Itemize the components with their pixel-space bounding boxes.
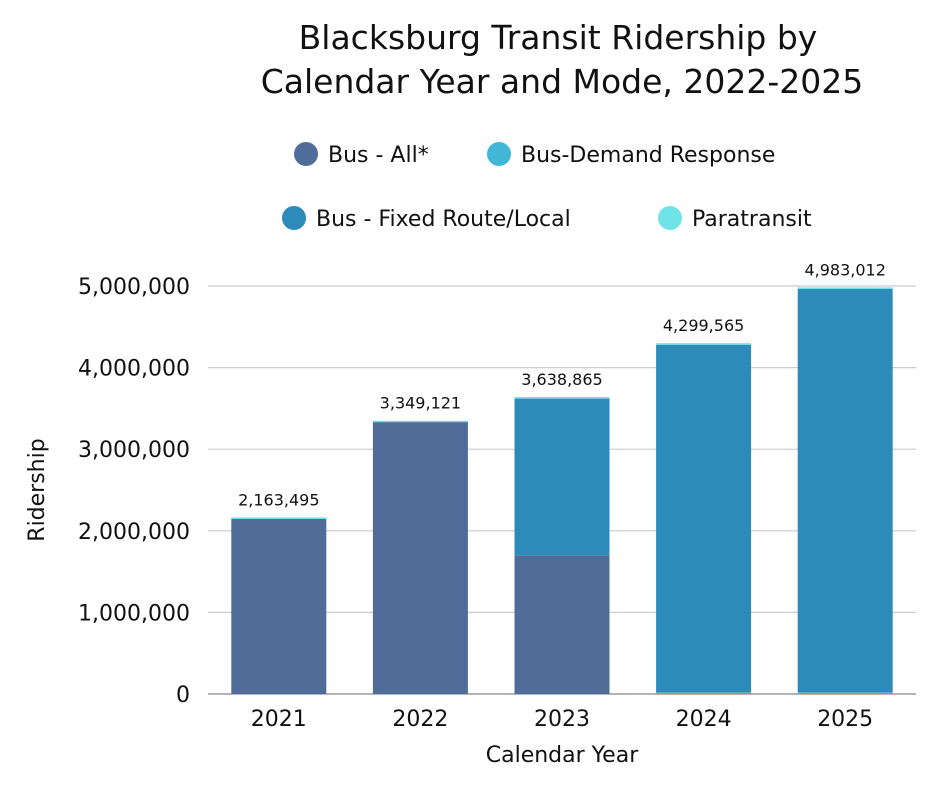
bar-2023-segment-0 (514, 555, 610, 694)
gridlines: 0 1,000,000 2,000,000 3,000,000 4,000,000 5,0… (78, 275, 916, 708)
labels: 2,163,495 2021 3,349,121 2022 3,638,865 2023 4… (238, 260, 886, 732)
bar-2022-segment-0 (372, 421, 468, 694)
total-label-2025: 4,983,012 (804, 260, 885, 279)
x-tick-label-2025: 2025 (817, 707, 873, 732)
x-tick-label-2021: 2021 (251, 707, 307, 732)
y-tick-label-1: 1,000,000 (78, 601, 190, 626)
bar-2023-segment-2 (514, 398, 610, 556)
bar-2021-segment-3 (231, 517, 327, 519)
chart-title-line-2: Calendar Year and Mode, 2022-2025 (261, 62, 864, 101)
bar-2023-segment-3 (514, 397, 610, 399)
x-tick-label-2023: 2023 (534, 707, 590, 732)
total-label-2022: 3,349,121 (380, 394, 461, 413)
legend-label-2: Bus - Fixed Route/Local (316, 207, 571, 232)
legend: Bus - All* Bus-Demand Response Bus - Fixed… (282, 142, 812, 232)
bar-2025-segment-1 (797, 692, 893, 694)
chart-title-line-1: Blacksburg Transit Ridership by (299, 18, 818, 57)
x-axis-label: Calendar Year (486, 743, 639, 768)
bar-2024-segment-3 (656, 343, 752, 345)
y-axis-label: Ridership (25, 438, 50, 541)
bar-2022-segment-3 (372, 420, 468, 423)
y-tick-label-4: 4,000,000 (78, 357, 190, 382)
bar-2021-segment-0 (231, 518, 327, 694)
legend-label-0: Bus - All* (328, 143, 429, 168)
legend-marker-2 (282, 206, 306, 230)
legend-label-3: Paratransit (692, 207, 812, 232)
bar-2025-segment-2 (797, 289, 893, 693)
total-label-2023: 3,638,865 (521, 370, 602, 389)
bars (231, 287, 893, 694)
legend-marker-3 (658, 206, 682, 230)
legend-marker-0 (294, 142, 318, 166)
y-tick-label-3: 3,000,000 (78, 438, 190, 463)
bar-2024-segment-1 (656, 692, 752, 694)
total-label-2021: 2,163,495 (238, 490, 319, 509)
x-tick-label-2022: 2022 (392, 707, 448, 732)
bar-2025-segment-3 (797, 287, 893, 290)
x-tick-label-2024: 2024 (676, 707, 732, 732)
legend-marker-1 (487, 142, 511, 166)
y-tick-label-2: 2,000,000 (78, 520, 190, 545)
bar-2024-segment-2 (656, 344, 752, 693)
y-tick-label-5: 5,000,000 (78, 275, 190, 300)
y-tick-label-0: 0 (176, 683, 190, 708)
legend-label-1: Bus-Demand Response (521, 143, 775, 168)
total-label-2024: 4,299,565 (663, 316, 744, 335)
